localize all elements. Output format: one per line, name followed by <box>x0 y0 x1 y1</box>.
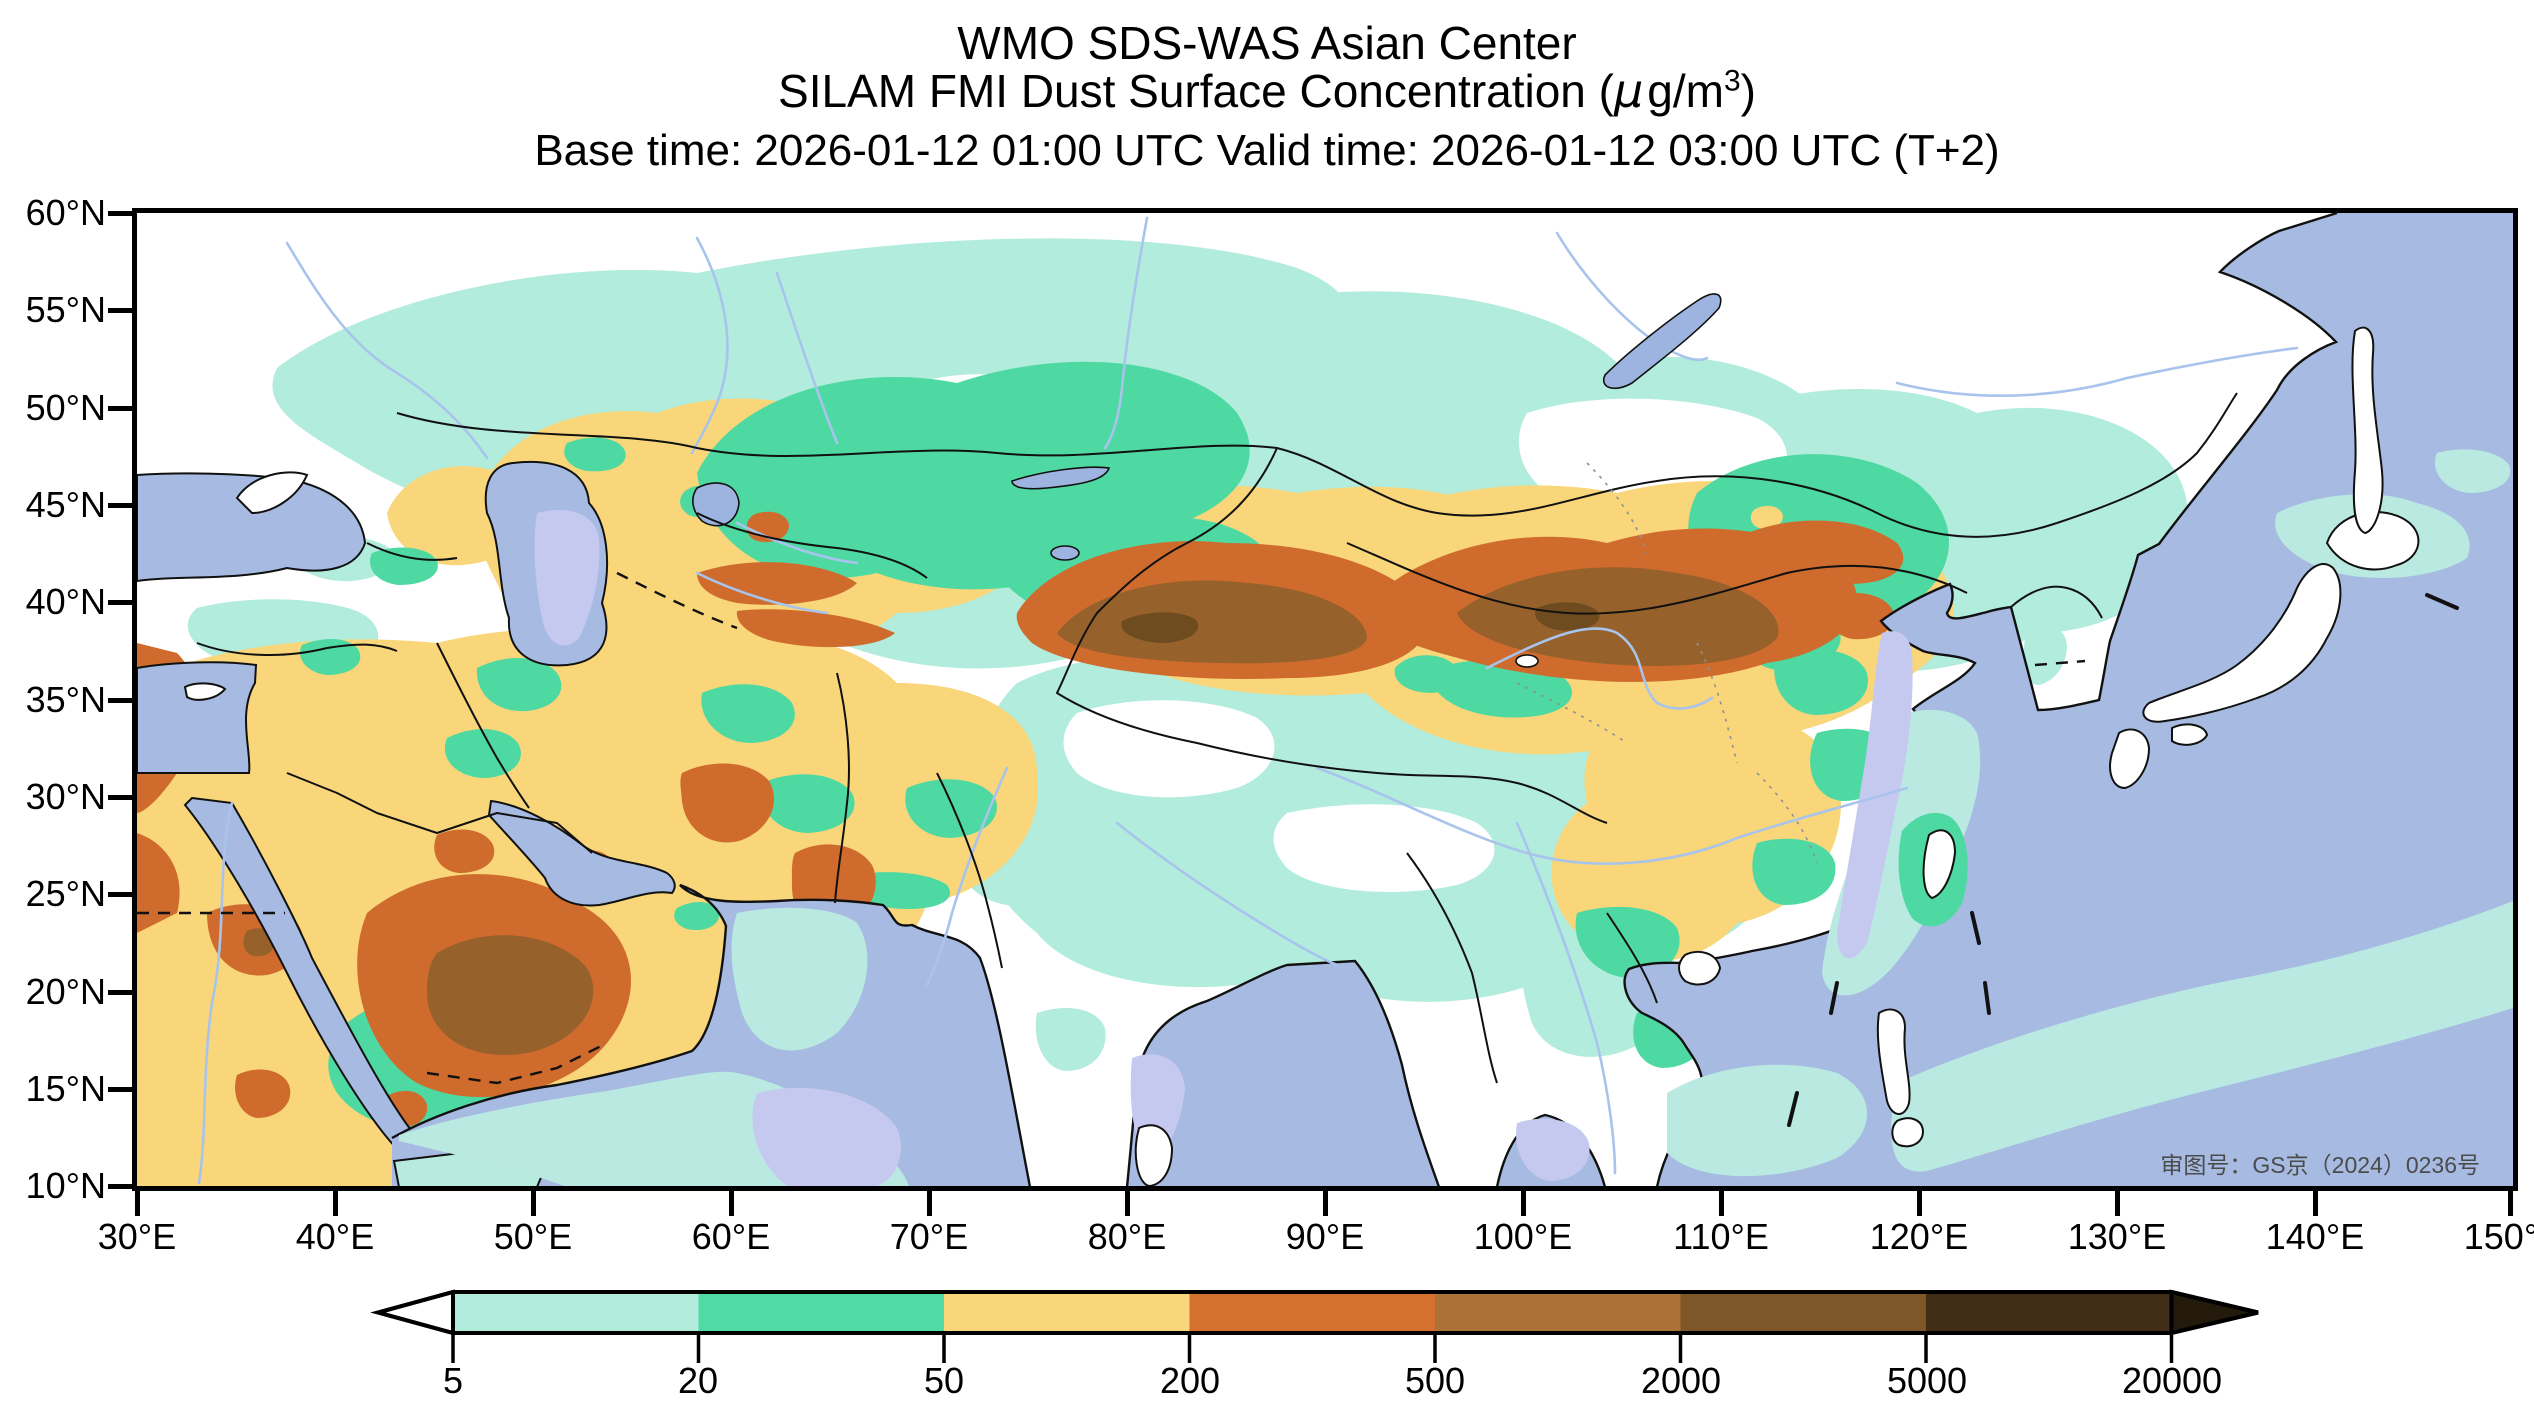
islands-layer <box>183 326 2420 1186</box>
lon-label: 60°E <box>691 1216 771 1257</box>
lon-tick <box>2115 1191 2120 1216</box>
lat-label: 50°N <box>25 387 106 428</box>
lat-tick <box>108 1184 132 1189</box>
lon-tick <box>1917 1191 1922 1216</box>
lon-tick <box>333 1191 338 1216</box>
ocean-layer <box>137 213 2513 1186</box>
lat-label: 60°N <box>25 192 106 233</box>
lat-tick <box>108 1087 132 1092</box>
colorbar-label: 500 <box>1404 1360 1466 1401</box>
lat-label: 20°N <box>25 971 106 1012</box>
colorbar-label: 20000 <box>2121 1360 2223 1401</box>
lat-label: 35°N <box>25 679 106 720</box>
colorbar-ticks <box>451 1333 2174 1363</box>
lat-label: 55°N <box>25 289 106 330</box>
lon-tick <box>531 1191 536 1216</box>
lon-label: 80°E <box>1087 1216 1167 1257</box>
colorbar-label: 5000 <box>1886 1360 1968 1401</box>
page-subtitle: SILAM FMI Dust Surface Concentration (μg… <box>0 64 2534 118</box>
lat-tick <box>108 600 132 605</box>
lat-label: 15°N <box>25 1068 106 1109</box>
lat-label: 25°N <box>25 873 106 914</box>
base-valid-time: Base time: 2026-01-12 01:00 UTC Valid ti… <box>534 126 2000 175</box>
colorbar-left-arrow <box>370 1289 455 1336</box>
colorbar-label: 50 <box>923 1360 965 1401</box>
colorbar-label: 5 <box>442 1360 464 1401</box>
unit-superscript: 3 <box>1723 64 1741 98</box>
ocean-dust-overlay <box>399 449 2513 1186</box>
lat-label: 45°N <box>25 484 106 525</box>
borders-layer <box>137 392 2459 1127</box>
colorbar <box>370 1289 2259 1363</box>
colorbar-label: 2000 <box>1640 1360 1722 1401</box>
map-approval-credit: 审图号：GS京（2024）0236号 <box>2160 1152 2480 1178</box>
lat-label: 10°N <box>25 1165 106 1206</box>
lat-label: 40°N <box>25 581 106 622</box>
page-title: WMO SDS-WAS Asian Center <box>957 17 1577 69</box>
colorbar-label: 20 <box>677 1360 719 1401</box>
lat-tick <box>108 503 132 508</box>
unit-text: g/m <box>1647 65 1724 117</box>
colorbar-right-arrow <box>2169 1289 2259 1336</box>
lon-label: 50°E <box>493 1216 573 1257</box>
lon-label: 110°E <box>1673 1216 1769 1257</box>
lat-tick <box>108 211 132 216</box>
lat-tick <box>108 698 132 703</box>
lon-tick <box>1323 1191 1328 1216</box>
lon-label: 70°E <box>889 1216 969 1257</box>
rivers-layer <box>197 216 2299 1185</box>
lat-tick <box>108 308 132 313</box>
lon-label: 100°E <box>1473 1216 1573 1257</box>
lon-tick <box>1125 1191 1130 1216</box>
colorbar-label: 200 <box>1159 1360 1221 1401</box>
lat-tick <box>108 990 132 995</box>
dust-layer-2000-5000 <box>1121 602 1600 643</box>
dust-layer-500-2000 <box>137 567 1779 1055</box>
lon-tick <box>2508 1191 2513 1216</box>
dust-map <box>137 213 2513 1186</box>
lon-label: 140°E <box>2265 1216 2365 1257</box>
lon-label: 40°E <box>295 1216 375 1257</box>
lon-tick <box>729 1191 734 1216</box>
lakes-layer <box>1011 293 1722 668</box>
lat-label: 30°N <box>25 776 106 817</box>
subtitle-close: ) <box>1740 65 1756 117</box>
lon-tick <box>1521 1191 1526 1216</box>
lon-label: 130°E <box>2067 1216 2167 1257</box>
lon-tick <box>1719 1191 1724 1216</box>
lon-label: 90°E <box>1285 1216 1365 1257</box>
lon-tick <box>2313 1191 2318 1216</box>
lat-tick <box>108 795 132 800</box>
lon-tick <box>927 1191 932 1216</box>
lat-tick <box>108 406 132 411</box>
lon-label: 150°E <box>2463 1216 2534 1257</box>
mu-symbol: μ <box>1614 64 1644 118</box>
lon-label: 120°E <box>1869 1216 1969 1257</box>
lon-tick <box>135 1191 140 1216</box>
lon-label: 30°E <box>97 1216 177 1257</box>
lat-tick <box>108 892 132 897</box>
subtitle-text: SILAM FMI Dust Surface Concentration ( <box>778 65 1614 117</box>
